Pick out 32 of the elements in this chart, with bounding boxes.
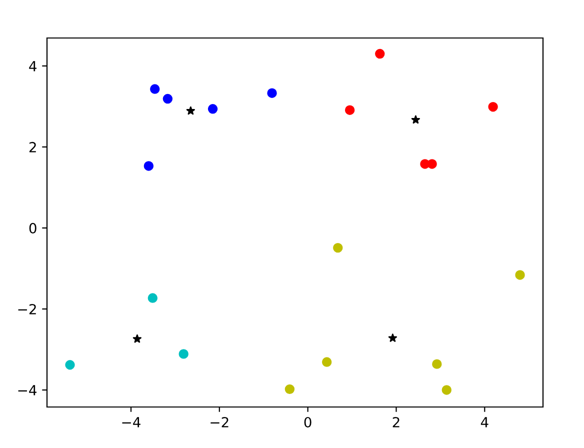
- y-tick-label: 4: [29, 61, 36, 72]
- point: [432, 359, 442, 369]
- x-tick-label: 0: [304, 416, 312, 428]
- point: [65, 360, 75, 370]
- point: [150, 84, 160, 94]
- point: [322, 357, 332, 367]
- x-tick-label: 4: [480, 417, 488, 428]
- point: [411, 115, 420, 124]
- x-tick-label: −4: [122, 417, 140, 428]
- point: [442, 385, 452, 395]
- x-tick-label: −2: [210, 416, 228, 428]
- point: [344, 105, 355, 115]
- y-tick-label: −2: [18, 304, 36, 314]
- point: [178, 349, 188, 359]
- point: [284, 384, 295, 394]
- x-tick-label: 2: [392, 416, 400, 428]
- y-tick-label: −4: [18, 385, 36, 396]
- point: [148, 293, 158, 303]
- point: [427, 159, 437, 169]
- point: [488, 102, 498, 112]
- point: [515, 270, 525, 280]
- y-tick-label: 2: [29, 142, 36, 152]
- point: [186, 106, 195, 115]
- point: [132, 334, 142, 343]
- point: [388, 334, 398, 342]
- point: [375, 48, 385, 59]
- point: [162, 94, 173, 104]
- point: [333, 242, 343, 253]
- y-tick-label: 0: [29, 222, 36, 234]
- point: [144, 161, 154, 171]
- point: [208, 104, 218, 114]
- point: [267, 88, 277, 98]
